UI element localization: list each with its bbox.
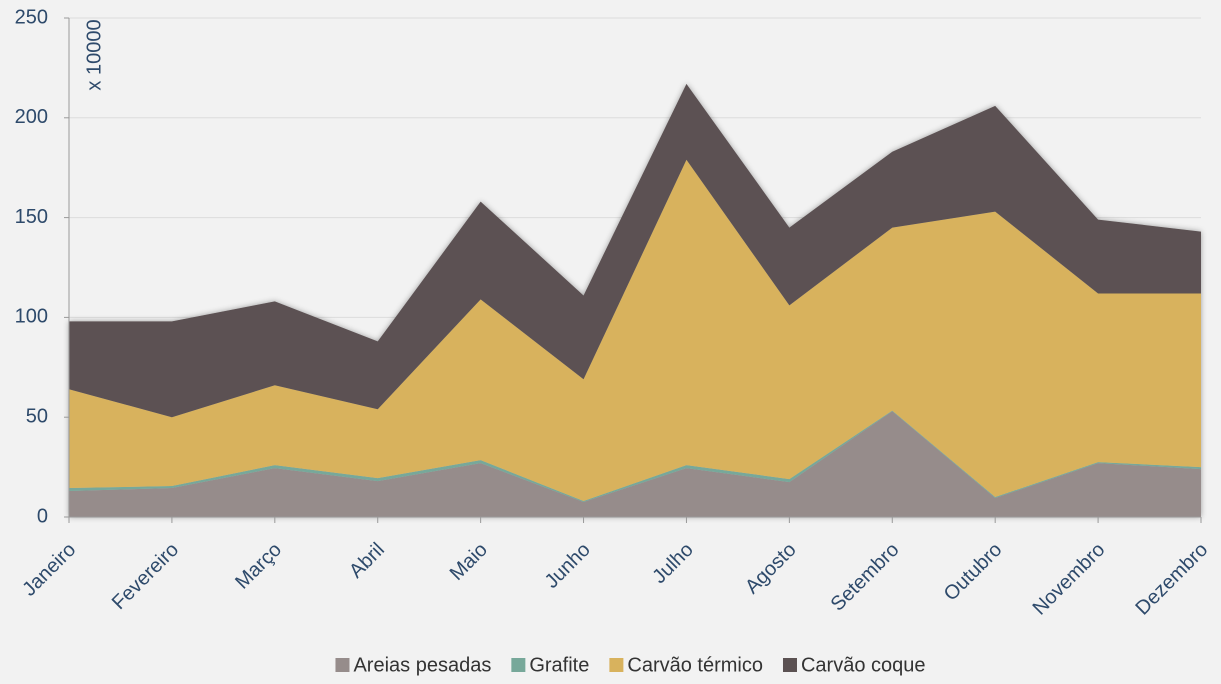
x-tick-label: Junho	[541, 539, 595, 593]
x-tick-label: Julho	[648, 539, 697, 588]
y-tick-label: 50	[26, 405, 48, 427]
legend-label: Areias pesadas	[353, 654, 491, 676]
legend-item: Carvão térmico	[609, 654, 763, 676]
y-tick-label: 100	[15, 306, 48, 328]
legend-swatch	[609, 658, 624, 672]
x-tick-label: Outubro	[940, 539, 1007, 606]
x-tick-label: Maio	[446, 539, 492, 585]
legend-item: Grafite	[511, 654, 589, 676]
x-tick-label: Abril	[345, 539, 389, 583]
x-tick-label: Novembro	[1029, 539, 1110, 620]
x-tick-label: Janeiro	[18, 539, 80, 601]
y-tick-label: 150	[15, 206, 48, 228]
legend-label: Carvão térmico	[627, 654, 763, 676]
y-tick-label: 250	[15, 6, 48, 28]
x-tick-label: Agosto	[741, 539, 801, 599]
y-tick-label: 200	[15, 106, 48, 128]
area	[69, 411, 1201, 517]
x-tick-label: Dezembro	[1131, 539, 1212, 620]
x-tick-label: Setembro	[827, 539, 904, 616]
legend-swatch	[335, 658, 350, 672]
x-tick-label: Março	[231, 539, 286, 594]
axis-annotation: x 10000	[83, 19, 105, 90]
legend-label: Grafite	[529, 654, 589, 676]
area	[69, 410, 1201, 503]
legend-label: Carvão coque	[801, 654, 926, 676]
legend-swatch	[782, 658, 797, 672]
x-tick-label: Fevereiro	[108, 539, 183, 614]
area	[69, 159, 1201, 502]
legend-swatch	[511, 658, 526, 672]
legend-item: Areias pesadas	[335, 654, 491, 676]
y-tick-label: 0	[37, 505, 48, 527]
area	[69, 83, 1201, 418]
legend-item: Carvão coque	[782, 654, 926, 676]
